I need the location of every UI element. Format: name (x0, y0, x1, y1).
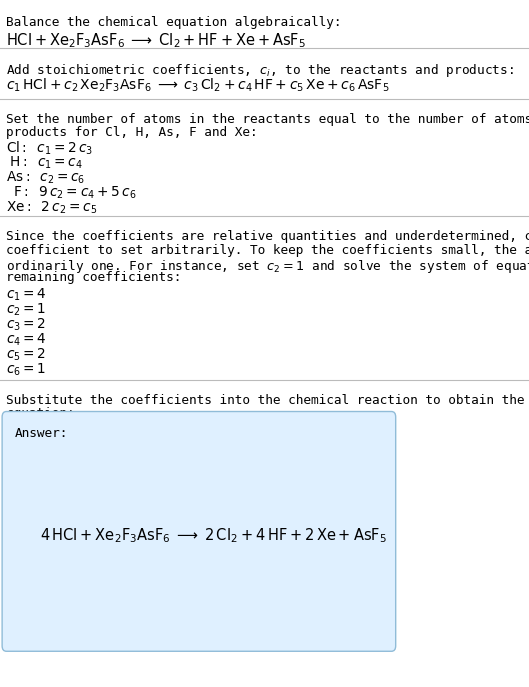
Text: $\mathrm{\;\;F:\;\;} 9\,c_2 = c_4 + 5\,c_6$: $\mathrm{\;\;F:\;\;} 9\,c_2 = c_4 + 5\,c… (6, 185, 137, 201)
Text: $c_6 = 1$: $c_6 = 1$ (6, 362, 47, 379)
Text: products for Cl, H, As, F and Xe:: products for Cl, H, As, F and Xe: (6, 126, 258, 139)
Text: ordinarily one. For instance, set $c_2 = 1$ and solve the system of equations fo: ordinarily one. For instance, set $c_2 =… (6, 258, 529, 275)
FancyBboxPatch shape (2, 412, 396, 651)
Text: $\mathrm{As:\;\;} c_2 = c_6$: $\mathrm{As:\;\;} c_2 = c_6$ (6, 170, 86, 186)
Text: $\mathrm{Xe:\;\;} 2\,c_2 = c_5$: $\mathrm{Xe:\;\;} 2\,c_2 = c_5$ (6, 200, 97, 216)
Text: $c_1\,\mathrm{HCl} + c_2\,\mathrm{Xe_2F_3AsF_6} \;\longrightarrow\; c_3\,\mathrm: $c_1\,\mathrm{HCl} + c_2\,\mathrm{Xe_2F_… (6, 77, 390, 94)
Text: $4\,\mathrm{HCl} + \mathrm{Xe_2F_3AsF_6} \;\longrightarrow\; 2\,\mathrm{Cl_2} + : $4\,\mathrm{HCl} + \mathrm{Xe_2F_3AsF_6}… (40, 526, 387, 545)
Text: Since the coefficients are relative quantities and underdetermined, choose a: Since the coefficients are relative quan… (6, 230, 529, 243)
Text: Substitute the coefficients into the chemical reaction to obtain the balanced: Substitute the coefficients into the che… (6, 394, 529, 407)
Text: Set the number of atoms in the reactants equal to the number of atoms in the: Set the number of atoms in the reactants… (6, 113, 529, 126)
Text: $\mathrm{HCl + Xe_2F_3AsF_6 \;\longrightarrow\; Cl_2 + HF + Xe + AsF_5}$: $\mathrm{HCl + Xe_2F_3AsF_6 \;\longright… (6, 32, 306, 50)
Text: coefficient to set arbitrarily. To keep the coefficients small, the arbitrary va: coefficient to set arbitrarily. To keep … (6, 244, 529, 257)
Text: $c_1 = 4$: $c_1 = 4$ (6, 286, 47, 303)
Text: $c_2 = 1$: $c_2 = 1$ (6, 302, 47, 318)
Text: remaining coefficients:: remaining coefficients: (6, 271, 182, 284)
Text: equation:: equation: (6, 407, 75, 420)
Text: $\mathrm{Cl:\;\;} c_1 = 2\,c_3$: $\mathrm{Cl:\;\;} c_1 = 2\,c_3$ (6, 139, 93, 157)
Text: $c_5 = 2$: $c_5 = 2$ (6, 347, 46, 363)
Text: Answer:: Answer: (15, 427, 68, 440)
Text: $\mathrm{\;H:\;\;} c_1 = c_4$: $\mathrm{\;H:\;\;} c_1 = c_4$ (6, 155, 83, 171)
Text: Add stoichiometric coefficients, $c_i$, to the reactants and products:: Add stoichiometric coefficients, $c_i$, … (6, 62, 514, 79)
Text: $c_3 = 2$: $c_3 = 2$ (6, 317, 46, 333)
Text: Balance the chemical equation algebraically:: Balance the chemical equation algebraica… (6, 16, 342, 30)
Text: $c_4 = 4$: $c_4 = 4$ (6, 332, 47, 348)
